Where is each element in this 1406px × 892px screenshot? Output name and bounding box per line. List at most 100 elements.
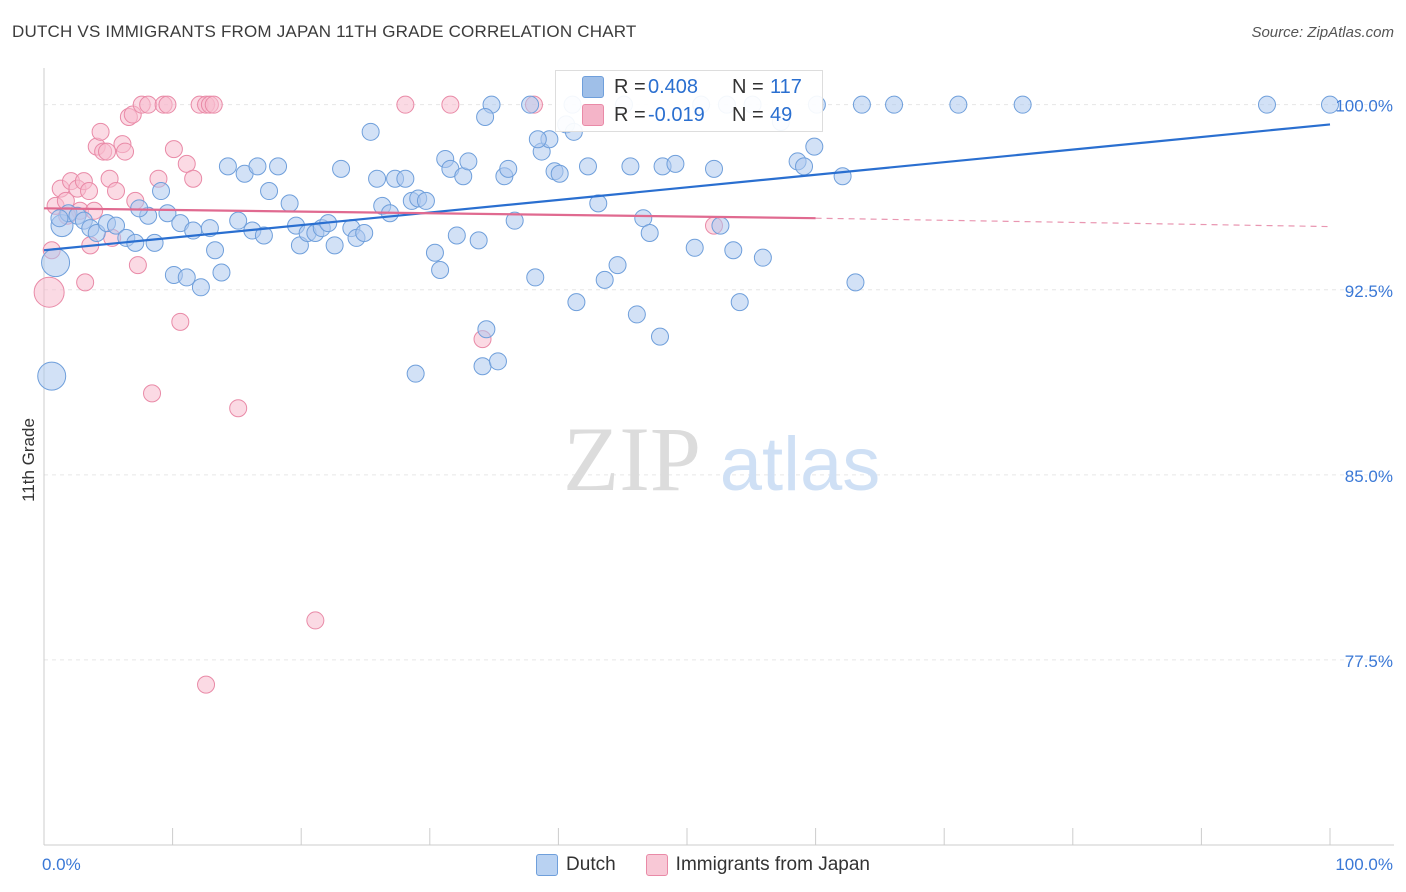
legend-item-japan[interactable]: Immigrants from Japan — [645, 854, 870, 876]
japan-point — [441, 95, 460, 114]
stats-n-label: N = — [732, 75, 764, 98]
dutch-point — [477, 320, 496, 339]
japan-point — [139, 95, 158, 114]
dutch-point — [627, 305, 646, 324]
stats-r-label: R = — [614, 103, 646, 126]
dutch-point — [685, 238, 704, 257]
dutch-point — [37, 361, 67, 391]
dutch-point — [260, 182, 279, 201]
dutch-point — [145, 233, 164, 252]
japan-point — [306, 611, 325, 630]
dutch-point — [425, 243, 444, 262]
dutch-point — [949, 95, 968, 114]
gridlines — [44, 104, 1394, 661]
japan-point — [164, 140, 183, 159]
dutch-trend-line — [43, 123, 1331, 252]
dutch-point — [724, 241, 743, 260]
trend-lines — [43, 123, 1331, 252]
japan-point — [98, 142, 117, 161]
dutch-point — [528, 130, 547, 149]
dutch-point — [212, 263, 231, 282]
dutch-point — [1321, 95, 1339, 114]
dutch-point — [705, 159, 724, 178]
dutch-point — [368, 169, 387, 188]
legend-swatch-dutch — [536, 854, 559, 876]
dutch-point — [730, 293, 749, 312]
legend-item-dutch[interactable]: Dutch — [536, 854, 616, 876]
dutch-point — [711, 216, 730, 235]
legend: Dutch Immigrants from Japan — [0, 850, 1406, 880]
dutch-point — [650, 327, 669, 346]
japan-point — [128, 256, 147, 275]
dutch-point — [505, 211, 524, 230]
dutch-point — [753, 248, 772, 267]
dutch-point — [248, 157, 267, 176]
watermark-zip: ZIP — [563, 408, 701, 510]
japan-point — [171, 312, 190, 331]
dutch-point — [640, 224, 659, 242]
dutch-point — [130, 199, 149, 218]
x-tick-label: 0.0% — [42, 855, 81, 874]
stats-box: R = 0.408 N = 117 R = -0.019 N = 49 — [555, 70, 823, 132]
legend-label-japan: Immigrants from Japan — [675, 854, 870, 875]
dutch-point — [191, 278, 210, 297]
watermark: ZIP atlas — [563, 408, 880, 510]
japan-point — [33, 276, 65, 308]
dutch-point — [361, 122, 380, 141]
dutch-point — [488, 352, 507, 371]
stats-swatch-dutch — [582, 76, 604, 98]
dutch-point — [107, 216, 126, 235]
dutch-point — [206, 241, 225, 260]
stats-n-label: N = — [732, 103, 764, 126]
stats-r-value: -0.019 — [648, 103, 705, 126]
dutch-point — [567, 293, 586, 312]
source-credit: Source: ZipAtlas.com — [1251, 24, 1394, 41]
dutch-point — [218, 157, 237, 176]
dutch-point — [332, 159, 351, 178]
dutch-point — [406, 364, 425, 383]
dutch-point — [459, 152, 478, 171]
japan-point — [80, 182, 99, 201]
dutch-point — [589, 194, 608, 213]
stats-n-value: 49 — [770, 103, 793, 126]
japan-point — [204, 95, 223, 114]
dutch-point — [1013, 95, 1032, 114]
dutch-point — [50, 209, 69, 228]
dutch-point — [852, 95, 871, 114]
dutch-point — [885, 95, 904, 114]
dutch-point — [473, 357, 492, 376]
dutch-point — [846, 273, 865, 292]
dutch-point — [469, 231, 488, 250]
dutch-point — [152, 182, 171, 201]
dutch-point — [595, 270, 614, 289]
y-tick-label: 85.0% — [1345, 467, 1393, 486]
stats-r-value: 0.408 — [648, 75, 699, 98]
japan-point — [396, 95, 415, 114]
dutch-point — [521, 95, 540, 114]
japan-point — [177, 154, 196, 173]
immigrants-japan-points — [33, 95, 724, 694]
legend-label-dutch: Dutch — [566, 854, 616, 875]
dutch-point — [634, 209, 653, 228]
y-axis-title: 11th Grade — [19, 418, 38, 502]
japan-point — [229, 399, 248, 418]
dutch-point — [499, 159, 518, 178]
chart-title: DUTCH VS IMMIGRANTS FROM JAPAN 11TH GRAD… — [12, 22, 637, 41]
dutch-point — [476, 108, 495, 127]
dutch-point — [280, 194, 299, 213]
dutch-point — [608, 256, 627, 275]
dutch-point — [200, 219, 219, 238]
dutch-points — [37, 95, 1339, 391]
tick-labels: 100.0% 92.5% 85.0% 77.5% 0.0% 100.0% 11th Grad… — [19, 97, 1393, 874]
stats-swatch-japan — [582, 104, 604, 126]
japan-point — [107, 182, 126, 201]
japan-point — [76, 273, 95, 292]
dutch-point — [229, 211, 248, 230]
dutch-point — [1257, 95, 1276, 114]
dutch-point — [795, 157, 814, 176]
stats-n-value: 117 — [770, 75, 802, 98]
dutch-point — [621, 157, 640, 176]
dutch-point — [550, 164, 569, 183]
dutch-point — [41, 248, 71, 278]
